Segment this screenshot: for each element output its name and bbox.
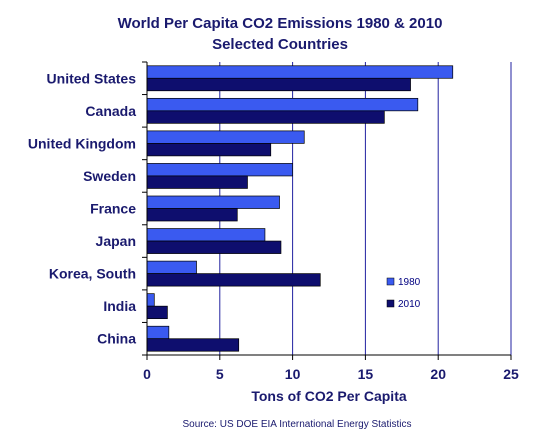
- x-tick-label: 20: [430, 366, 446, 382]
- category-label: India: [103, 298, 136, 314]
- bar-2010-sweden: [146, 175, 248, 189]
- x-tick-label: 25: [503, 366, 519, 382]
- bar-1980-india: [146, 293, 155, 307]
- bar-1980-united-kingdom: [146, 130, 305, 144]
- category-label: United States: [47, 70, 137, 86]
- bar-2010-china: [146, 338, 240, 352]
- bar-1980-china: [146, 325, 170, 340]
- bar-2010-japan: [146, 240, 282, 254]
- category-label: France: [90, 201, 136, 217]
- plot-area: United States Canada United Kingdom Sweden F…: [28, 61, 519, 382]
- legend-label-1980: 1980: [398, 277, 421, 288]
- bar-1980-sweden: [146, 163, 293, 177]
- bar-2010-canada: [146, 110, 385, 124]
- category-label: Korea, South: [49, 266, 136, 282]
- legend-swatch-2010: [386, 299, 395, 308]
- legend-label-2010: 2010: [398, 299, 421, 310]
- legend-swatch-1980: [386, 277, 395, 286]
- x-tick-label: 15: [358, 366, 374, 382]
- x-tick-label: 0: [143, 366, 151, 382]
- x-tick-label: 5: [216, 366, 224, 382]
- bar-1980-united-states: [146, 65, 454, 79]
- bar-2010-united-kingdom: [146, 143, 272, 157]
- bar-2010-france: [146, 208, 238, 222]
- chart-subtitle: Selected Countries: [212, 36, 348, 53]
- category-label: Japan: [96, 233, 136, 249]
- bar-2010-united-states: [146, 77, 411, 92]
- bar-2010-korea-south: [146, 273, 321, 287]
- category-label: China: [97, 331, 136, 347]
- bar-2010-india: [146, 305, 168, 320]
- x-tick-label: 10: [285, 366, 301, 382]
- category-label: Sweden: [83, 168, 136, 184]
- source-note: Source: US DOE EIA International Energy …: [183, 419, 412, 430]
- category-label: Canada: [85, 103, 136, 119]
- category-label: United Kingdom: [28, 135, 136, 151]
- x-axis-title: Tons of CO2 Per Capita: [251, 388, 407, 404]
- bar-1980-korea-south: [146, 260, 197, 274]
- bar-1980-canada: [146, 97, 419, 112]
- bar-1980-japan: [146, 228, 266, 242]
- bar-1980-france: [146, 195, 280, 209]
- chart-title: World Per Capita CO2 Emissions 1980 & 20…: [118, 15, 443, 32]
